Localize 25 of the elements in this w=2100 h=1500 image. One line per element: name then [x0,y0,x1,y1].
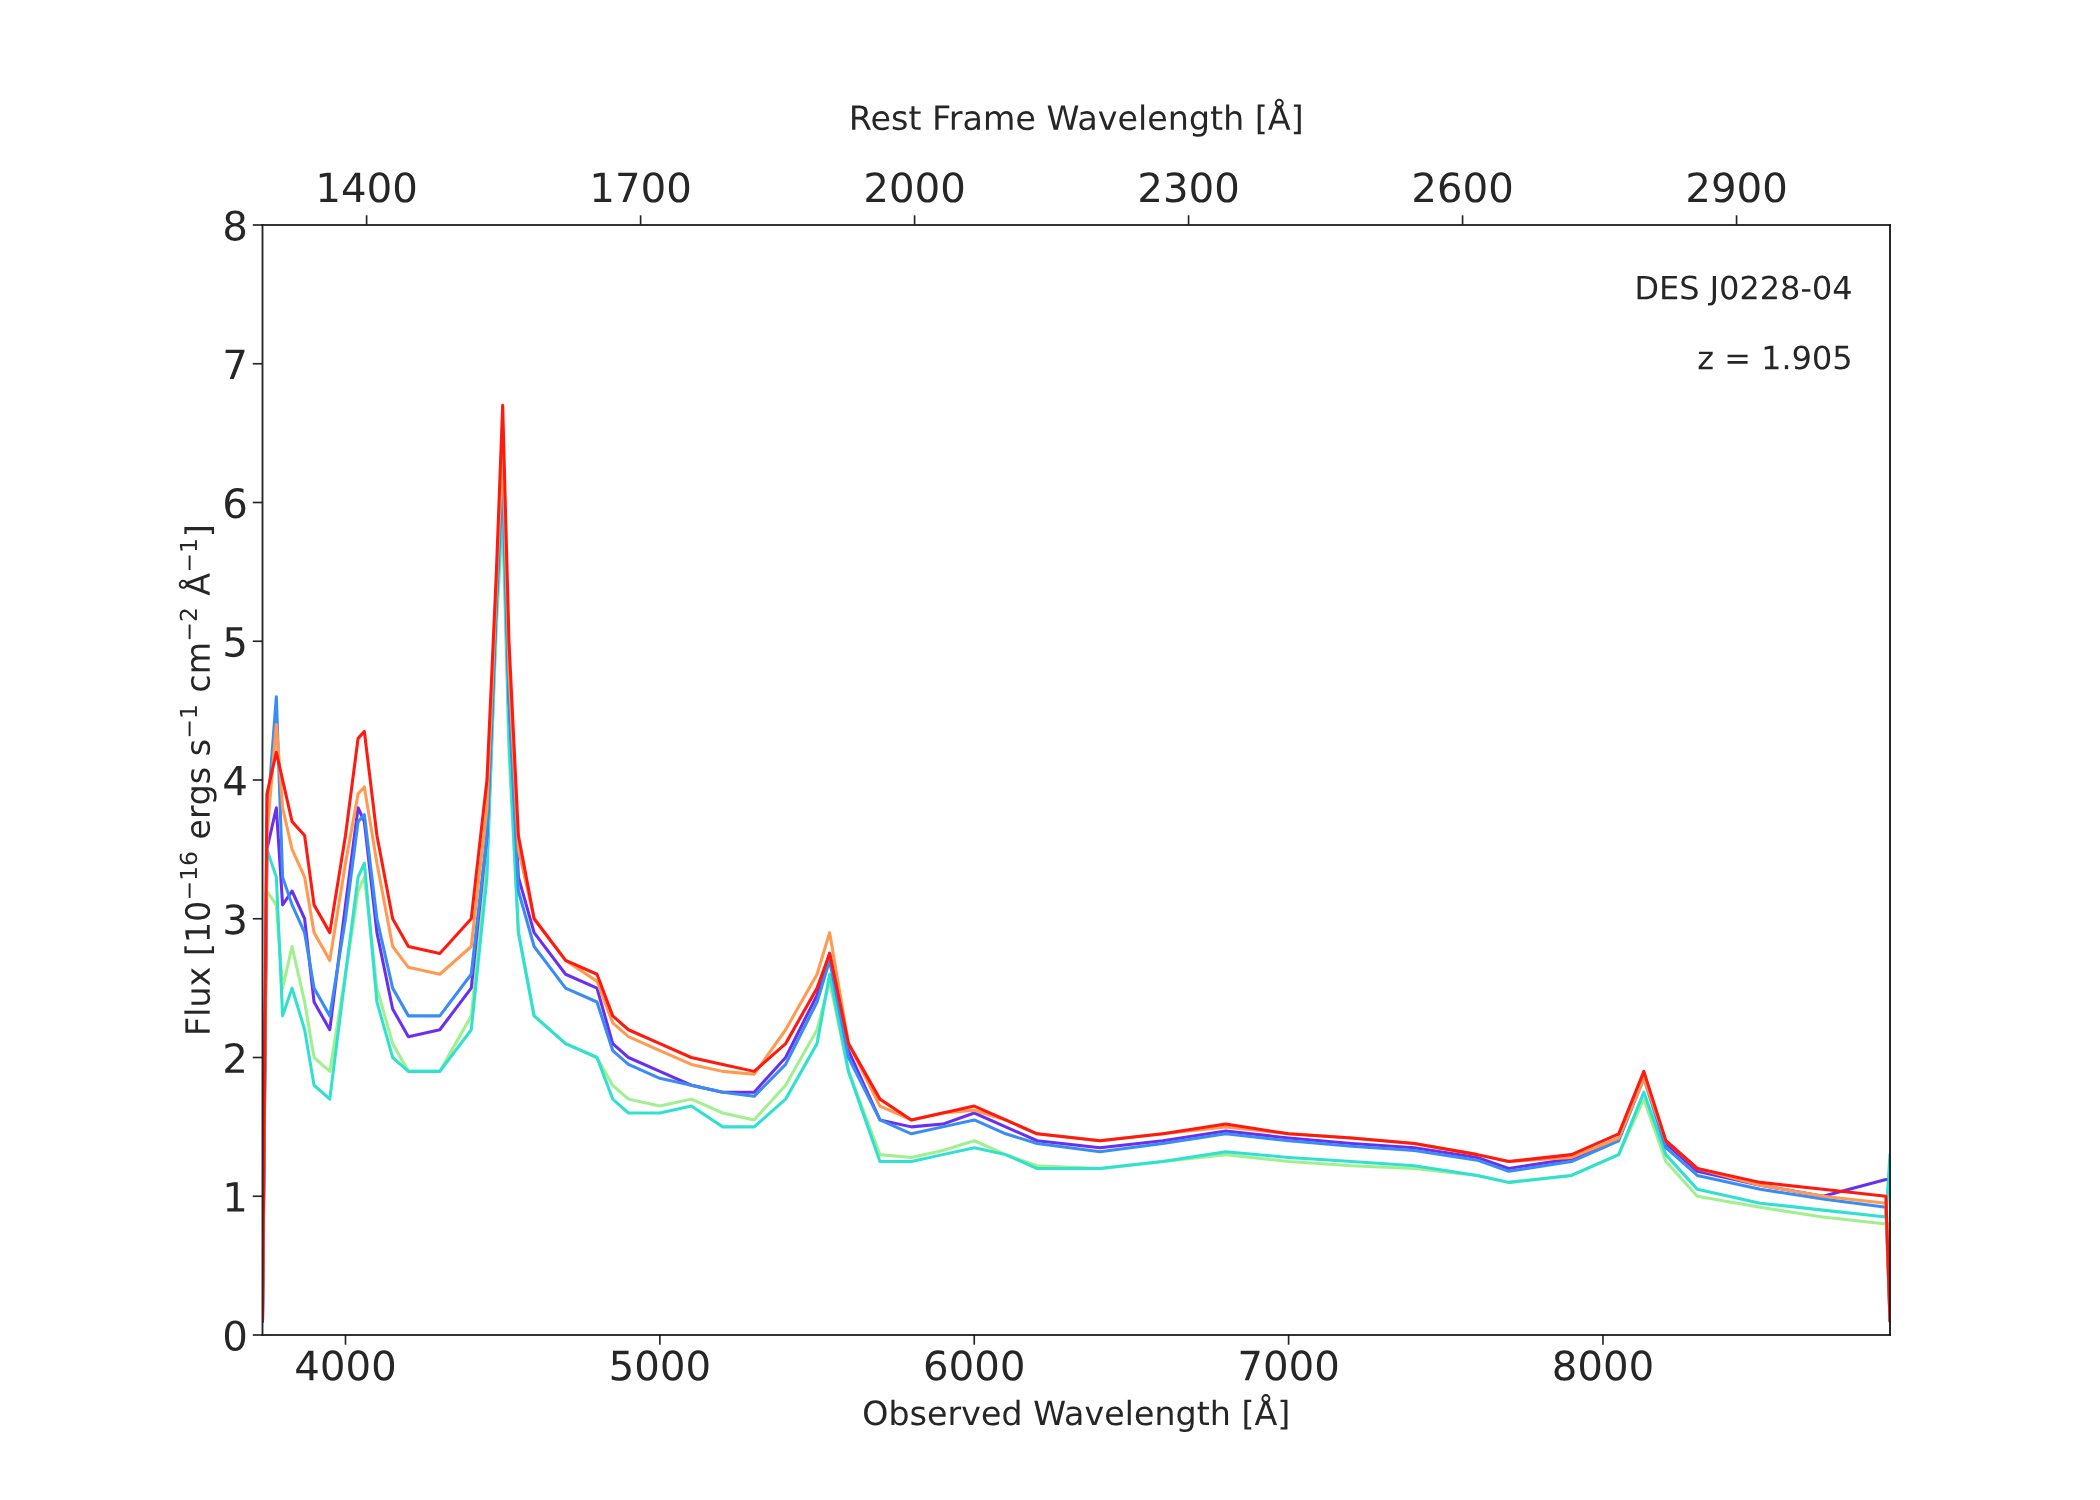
y-tick-label: 4 [224,765,246,796]
x-tick-label: 8000 [1554,1350,1652,1381]
text: Flux [10$^{−16}$ ergs s$^{−1}$ cm$^{−2}$ Å$^{−1}$] [178,527,217,1033]
x2-axis-title: Rest Frame Wavelength [Å] [852,98,1301,137]
annotation: z = 1.905 [1698,345,1850,370]
x-axis-title: Observed Wavelength [Å] [864,1394,1288,1432]
annotation: DES J0228-04 [1637,275,1851,306]
y-tick-label: 3 [225,904,245,935]
y-tick-label: 5 [225,627,245,658]
x-tick-label: 4000 [296,1350,395,1381]
x2-tick-label: 2300 [1140,172,1238,203]
y-tick-label: 0 [224,1320,246,1351]
x-tick-label: 5000 [611,1350,709,1381]
x2-tick-label: 2000 [866,172,964,203]
y-tick-label: 7 [225,349,245,380]
x-tick-label: 6000 [925,1350,1023,1381]
x2-tick-label: 1700 [593,172,690,203]
x2-tick-label: 2600 [1414,172,1512,203]
y-tick-label: 1 [226,1182,245,1212]
x2-tick-label: 1400 [319,172,416,203]
y-tick-label: 6 [225,487,246,519]
y-tick-label: 2 [225,1042,244,1073]
y-tick-label: 8 [225,210,246,241]
x2-tick-label: 2900 [1688,172,1786,203]
x-tick-label: 7000 [1240,1350,1338,1381]
